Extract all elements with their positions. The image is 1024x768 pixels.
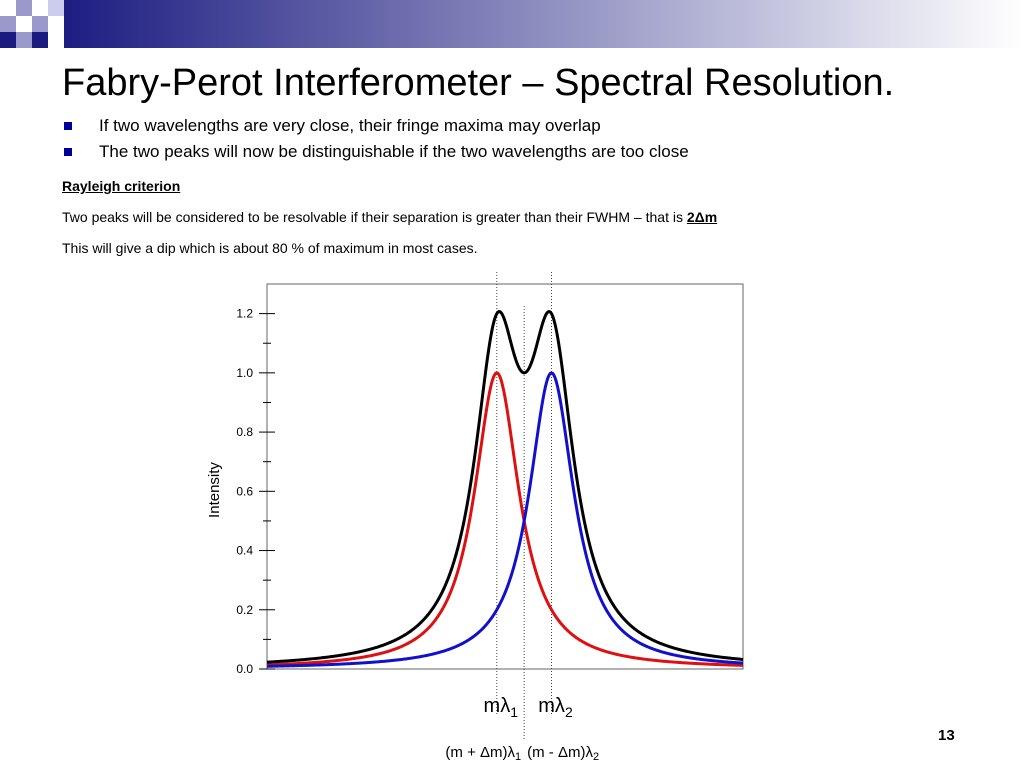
y-tick-label: 1.2: [236, 307, 253, 321]
bullet-list: If two wavelengths are very close, their…: [62, 116, 689, 168]
resolvable-text: Two peaks will be considered to be resol…: [62, 209, 687, 225]
y-axis-label: Intensity: [206, 462, 223, 518]
y-tick-label: 1.0: [236, 366, 253, 380]
y-tick-label: 0.8: [236, 425, 253, 439]
bullet-item: If two wavelengths are very close, their…: [62, 116, 689, 142]
peak-label: mλ2: [538, 695, 573, 720]
rayleigh-heading: Rayleigh criterion: [62, 178, 181, 194]
bottom-wavelength-label: (m + Δm)λ1: [445, 744, 521, 763]
plot-frame: [266, 283, 744, 670]
two-delta-m-emphasis: 2Δm: [686, 209, 718, 225]
y-tick-label: 0.4: [236, 544, 253, 558]
dip-paragraph: This will give a dip which is about 80 %…: [62, 240, 478, 256]
slide-title: Fabry-Perot Interferometer – Spectral Re…: [62, 62, 895, 104]
peak-curve-2: [266, 371, 744, 668]
peak-curve-1: [266, 371, 744, 667]
resolvable-paragraph: Two peaks will be considered to be resol…: [62, 209, 717, 225]
y-tick-label: 0.0: [236, 662, 253, 676]
y-tick-label: 0.2: [236, 603, 253, 617]
sum-curve: [266, 309, 744, 664]
peak-label: mλ1: [484, 695, 519, 720]
y-tick-label: 0.6: [236, 484, 253, 498]
header-banner: [0, 0, 1024, 48]
bottom-wavelength-label: (m - Δm)λ2: [527, 744, 599, 763]
bullet-item: The two peaks will now be distinguishabl…: [62, 142, 689, 168]
banner-squares: [0, 0, 64, 48]
page-number: 13: [938, 727, 955, 744]
